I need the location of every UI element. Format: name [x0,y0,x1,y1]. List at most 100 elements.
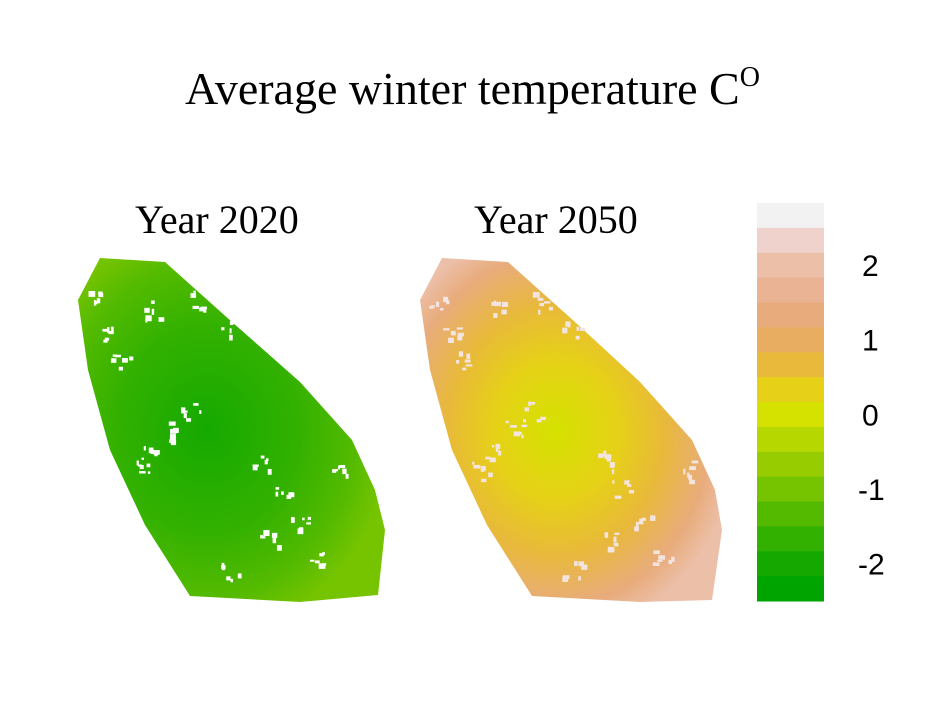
no-data-pixel [501,309,507,315]
no-data-pixel [96,298,101,304]
no-data-pixel [464,359,471,363]
no-data-pixel [448,337,454,343]
no-data-pixel [260,536,266,539]
no-data-pixel [627,484,632,487]
no-data-pixel [314,560,320,564]
no-data-pixel [548,306,553,311]
chart-title-text: Average winter temperature C [185,63,740,114]
no-data-pixel [170,439,177,446]
colorbar-level [757,526,824,552]
colorbar-level [757,377,824,403]
no-data-pixel [532,292,540,298]
no-data-pixel [491,445,495,448]
no-data-pixel [457,332,464,337]
no-data-pixel [498,450,502,456]
colorbar-tick-label: 2 [862,250,879,283]
no-data-pixel [607,546,615,553]
no-data-pixel [446,300,450,305]
panel-title-2020: Year 2020 [135,197,299,242]
colorbar-level [757,203,824,229]
no-data-pixel [203,307,207,313]
no-data-pixel [683,468,686,475]
chart-title: Average winter temperature CO [0,62,945,115]
no-data-pixel [494,301,501,307]
no-data-pixel [306,522,311,525]
colorbar-level [757,426,824,453]
no-data-pixel [611,469,615,475]
no-data-pixel [281,491,284,495]
no-data-pixel [339,465,346,469]
no-data-pixel [472,461,475,465]
no-data-pixel [488,472,493,478]
no-data-pixel [151,300,155,304]
colorbar-level [757,302,824,328]
colorbar-tick-label: 0 [862,399,879,432]
no-data-pixel [612,480,615,484]
colorbar-level [757,402,824,428]
no-data-pixel [528,401,531,407]
no-data-pixel [199,307,205,312]
no-data-pixel [614,544,619,547]
no-data-pixel [129,356,134,361]
no-data-pixel [604,532,609,538]
no-data-pixel [286,494,292,499]
no-data-pixel [513,431,521,437]
no-data-pixel [650,515,656,521]
no-data-pixel [169,434,176,440]
no-data-pixel [578,561,585,567]
no-data-pixel [635,521,642,524]
no-data-pixel [229,328,232,334]
no-data-pixel [501,301,509,307]
colorbar-level [757,277,824,303]
no-data-pixel [260,534,263,539]
no-data-pixel [606,457,611,462]
no-data-pixel [450,330,456,336]
no-data-pixel [297,528,304,535]
no-data-pixel [110,358,117,363]
no-data-pixel [181,407,186,414]
no-data-pixel [118,366,124,371]
no-data-pixel [614,532,620,536]
no-data-pixel [151,308,155,315]
no-data-pixel [267,468,272,475]
no-data-pixel [145,315,152,322]
no-data-pixel [229,321,234,325]
no-data-pixel [200,306,207,310]
panel-title-2050: Year 2050 [474,197,638,242]
no-data-pixel [150,448,154,455]
no-data-pixel [264,459,268,465]
no-data-pixel [272,537,277,544]
no-data-pixel [574,560,578,567]
no-data-pixel [658,555,666,560]
no-data-pixel [635,523,639,529]
no-data-pixel [307,516,312,520]
no-data-pixel [275,487,280,490]
no-data-pixel [523,419,526,423]
map-2050-region [420,258,722,602]
no-data-pixel [537,297,544,301]
map-2020 [78,258,385,602]
no-data-pixel [562,576,569,582]
no-data-pixel [93,300,97,306]
no-data-pixel [199,410,202,414]
no-data-pixel [252,464,258,471]
no-data-pixel [543,301,551,304]
no-data-pixel [458,351,464,357]
no-data-pixel [510,424,517,428]
chart-title-superscript: O [739,62,760,93]
no-data-pixel [634,526,639,532]
no-data-pixel [104,337,110,341]
no-data-pixel [429,305,432,309]
colorbar-level [757,551,824,577]
no-data-pixel [144,307,150,313]
no-data-pixel [495,446,499,452]
no-data-pixel [495,443,501,449]
no-data-pixel [230,578,234,583]
colorbar-tick-label: -2 [858,549,885,582]
no-data-pixel [639,518,644,525]
no-data-pixel [493,313,498,318]
no-data-pixel [524,407,529,412]
no-data-pixel [108,331,114,335]
no-data-pixel [322,551,325,556]
